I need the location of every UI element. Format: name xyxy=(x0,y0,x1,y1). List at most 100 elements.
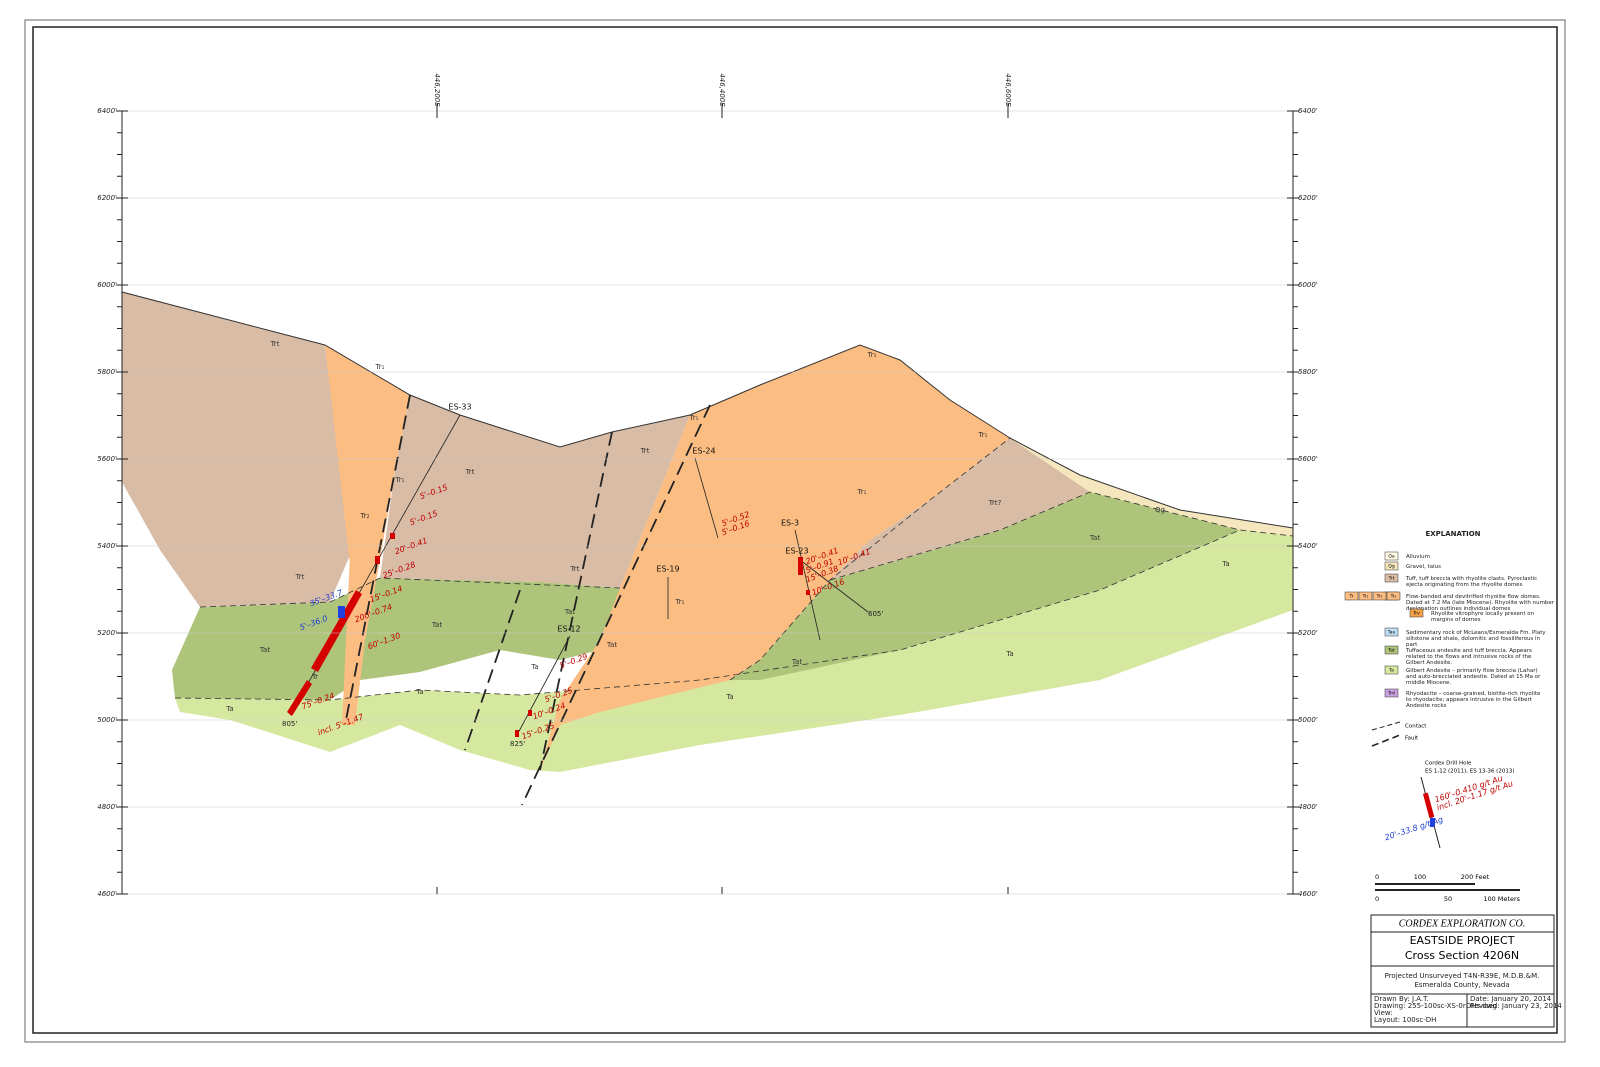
legend-symbol: Tr xyxy=(1349,594,1354,600)
drill-hole-name: ES-12 xyxy=(557,625,580,634)
unit-label: Tr₁ xyxy=(675,598,685,606)
scale-label: 100 xyxy=(1414,873,1426,881)
unit-label: Ta xyxy=(530,663,538,671)
elevation-label: 5000' xyxy=(97,716,117,724)
elevation-label: 5600' xyxy=(1298,455,1318,463)
legend-swatch xyxy=(1358,591,1373,601)
unit-ta xyxy=(175,530,1293,772)
legend-silver xyxy=(1430,818,1435,827)
legend-symbol: Qg xyxy=(1388,564,1395,570)
unit-tat xyxy=(172,578,620,700)
drill-trace xyxy=(794,529,821,641)
title-block-frame xyxy=(1370,914,1555,1028)
legend-drill-years: ES 1-12 (2011), ES 13-36 (2013) xyxy=(1425,769,1514,775)
elevation-label: 6000' xyxy=(97,281,117,289)
unit-label: Ta xyxy=(415,688,423,696)
assay-bar xyxy=(390,533,395,539)
legend-symbol: Tau xyxy=(1387,630,1396,636)
legend-swatch xyxy=(1384,573,1399,583)
elevation-label: 4800' xyxy=(97,803,117,811)
unit-trt xyxy=(380,395,690,588)
legend-symbol: Trd xyxy=(1387,691,1395,697)
unit-label: Ta xyxy=(225,705,233,713)
legend-text: Tuff, tuff breccia with rhyolite clasts.… xyxy=(1405,576,1537,588)
assay-bar xyxy=(528,710,532,716)
location: Esmeralda County, Nevada xyxy=(1414,981,1509,989)
assay-bar xyxy=(515,730,519,737)
inner-frame xyxy=(32,26,1558,1034)
assay-bars xyxy=(287,533,810,737)
assay-bar xyxy=(375,556,380,564)
layout: Layout: 100sc-DH xyxy=(1374,1016,1436,1024)
legend-swatch xyxy=(1372,591,1387,601)
unit-label: Trt xyxy=(465,468,475,476)
elevation-label: 5800' xyxy=(97,368,117,376)
legend-symbol: Tr₂ xyxy=(1376,594,1383,600)
legend-symbol: Ta xyxy=(1388,668,1394,674)
drill-hole-depth: 805' xyxy=(282,720,297,728)
legend-fault xyxy=(1371,734,1401,747)
drill-trace xyxy=(694,457,719,539)
legend-symbol: Trv xyxy=(1412,611,1420,617)
unit-tr xyxy=(342,555,380,725)
elevation-label: 5800' xyxy=(1298,368,1318,376)
drill-hole-name: ES-23 xyxy=(785,547,808,556)
legend-swatch xyxy=(1386,591,1401,601)
legend-title: EXPLANATION xyxy=(1425,530,1480,538)
unit-label: Tat xyxy=(1089,534,1100,542)
legend-swatch xyxy=(1384,561,1399,571)
view: View: xyxy=(1374,1009,1393,1017)
drawn-by: Drawn By: J.A.T. xyxy=(1374,995,1429,1003)
legend-swatch xyxy=(1344,591,1359,601)
elevation-label: 6200' xyxy=(1298,194,1318,202)
contact xyxy=(199,577,621,608)
drill-hole-name: ES-19 xyxy=(656,565,679,574)
unit-trt xyxy=(122,292,350,607)
fault xyxy=(539,431,613,771)
assay-bar xyxy=(798,557,803,575)
unit-label: Tr₁ xyxy=(395,476,405,484)
contact xyxy=(829,491,1294,581)
legend-text: Rhyolite vitrophyre locally present on ma… xyxy=(1431,611,1535,623)
fault xyxy=(464,589,521,751)
unit-label: Tr₁ xyxy=(978,431,988,439)
drill-hole-name: ES-24 xyxy=(692,447,715,456)
drill-hole-depth: 825' xyxy=(510,740,525,748)
elevation-label: 5200' xyxy=(97,629,117,637)
unit-label: Tat xyxy=(259,646,270,654)
unit-label: Trt xyxy=(295,573,305,581)
unit-label: Tr₁ xyxy=(857,488,867,496)
easting-label: 446,600E xyxy=(1004,73,1012,107)
assay-bar xyxy=(287,680,312,716)
project: EASTSIDE PROJECT xyxy=(1410,934,1515,947)
elevation-label: 5200' xyxy=(1298,629,1318,637)
legend-symbol: Tr₃ xyxy=(1390,594,1397,600)
unit-label: Tr₂ xyxy=(360,512,370,520)
unit-label: Tr₁ xyxy=(689,414,699,422)
legend-swatch xyxy=(1384,645,1399,655)
contact xyxy=(174,529,1241,701)
legend-swatch xyxy=(1384,688,1399,698)
geology xyxy=(121,291,1294,806)
legend-swatch xyxy=(1384,665,1399,675)
easting-label: 446,400E xyxy=(718,73,726,107)
elevation-label: 6200' xyxy=(97,194,117,202)
legend-text: Tuffaceous andesite and tuff breccia. Ap… xyxy=(1405,648,1532,666)
legend-text: Flow-banded and devitrified rhyolite flo… xyxy=(1406,594,1555,612)
revised: Revised: January 23, 2014 xyxy=(1470,1002,1562,1010)
topography xyxy=(121,291,1294,529)
drill-hole-depth: 605' xyxy=(868,610,883,618)
assay-bar xyxy=(311,590,362,672)
outer-frame xyxy=(24,19,1566,1043)
legend-symbol: Tr₁ xyxy=(1362,594,1369,600)
scale-label: 50 xyxy=(1444,895,1452,903)
unit-label: Ta xyxy=(725,693,733,701)
legend-assay xyxy=(1422,792,1435,819)
unit-label: Trt xyxy=(640,447,650,455)
legend-text: Gilbert Andesite – primarily flow brecci… xyxy=(1406,668,1541,686)
elevation-label: 6400' xyxy=(1298,107,1318,115)
location: Projected Unsurveyed T4N-R39E, M.D.B.&M. xyxy=(1385,972,1540,980)
elevation-label: 4600' xyxy=(97,890,117,898)
unit-label: Trt? xyxy=(988,499,1002,507)
